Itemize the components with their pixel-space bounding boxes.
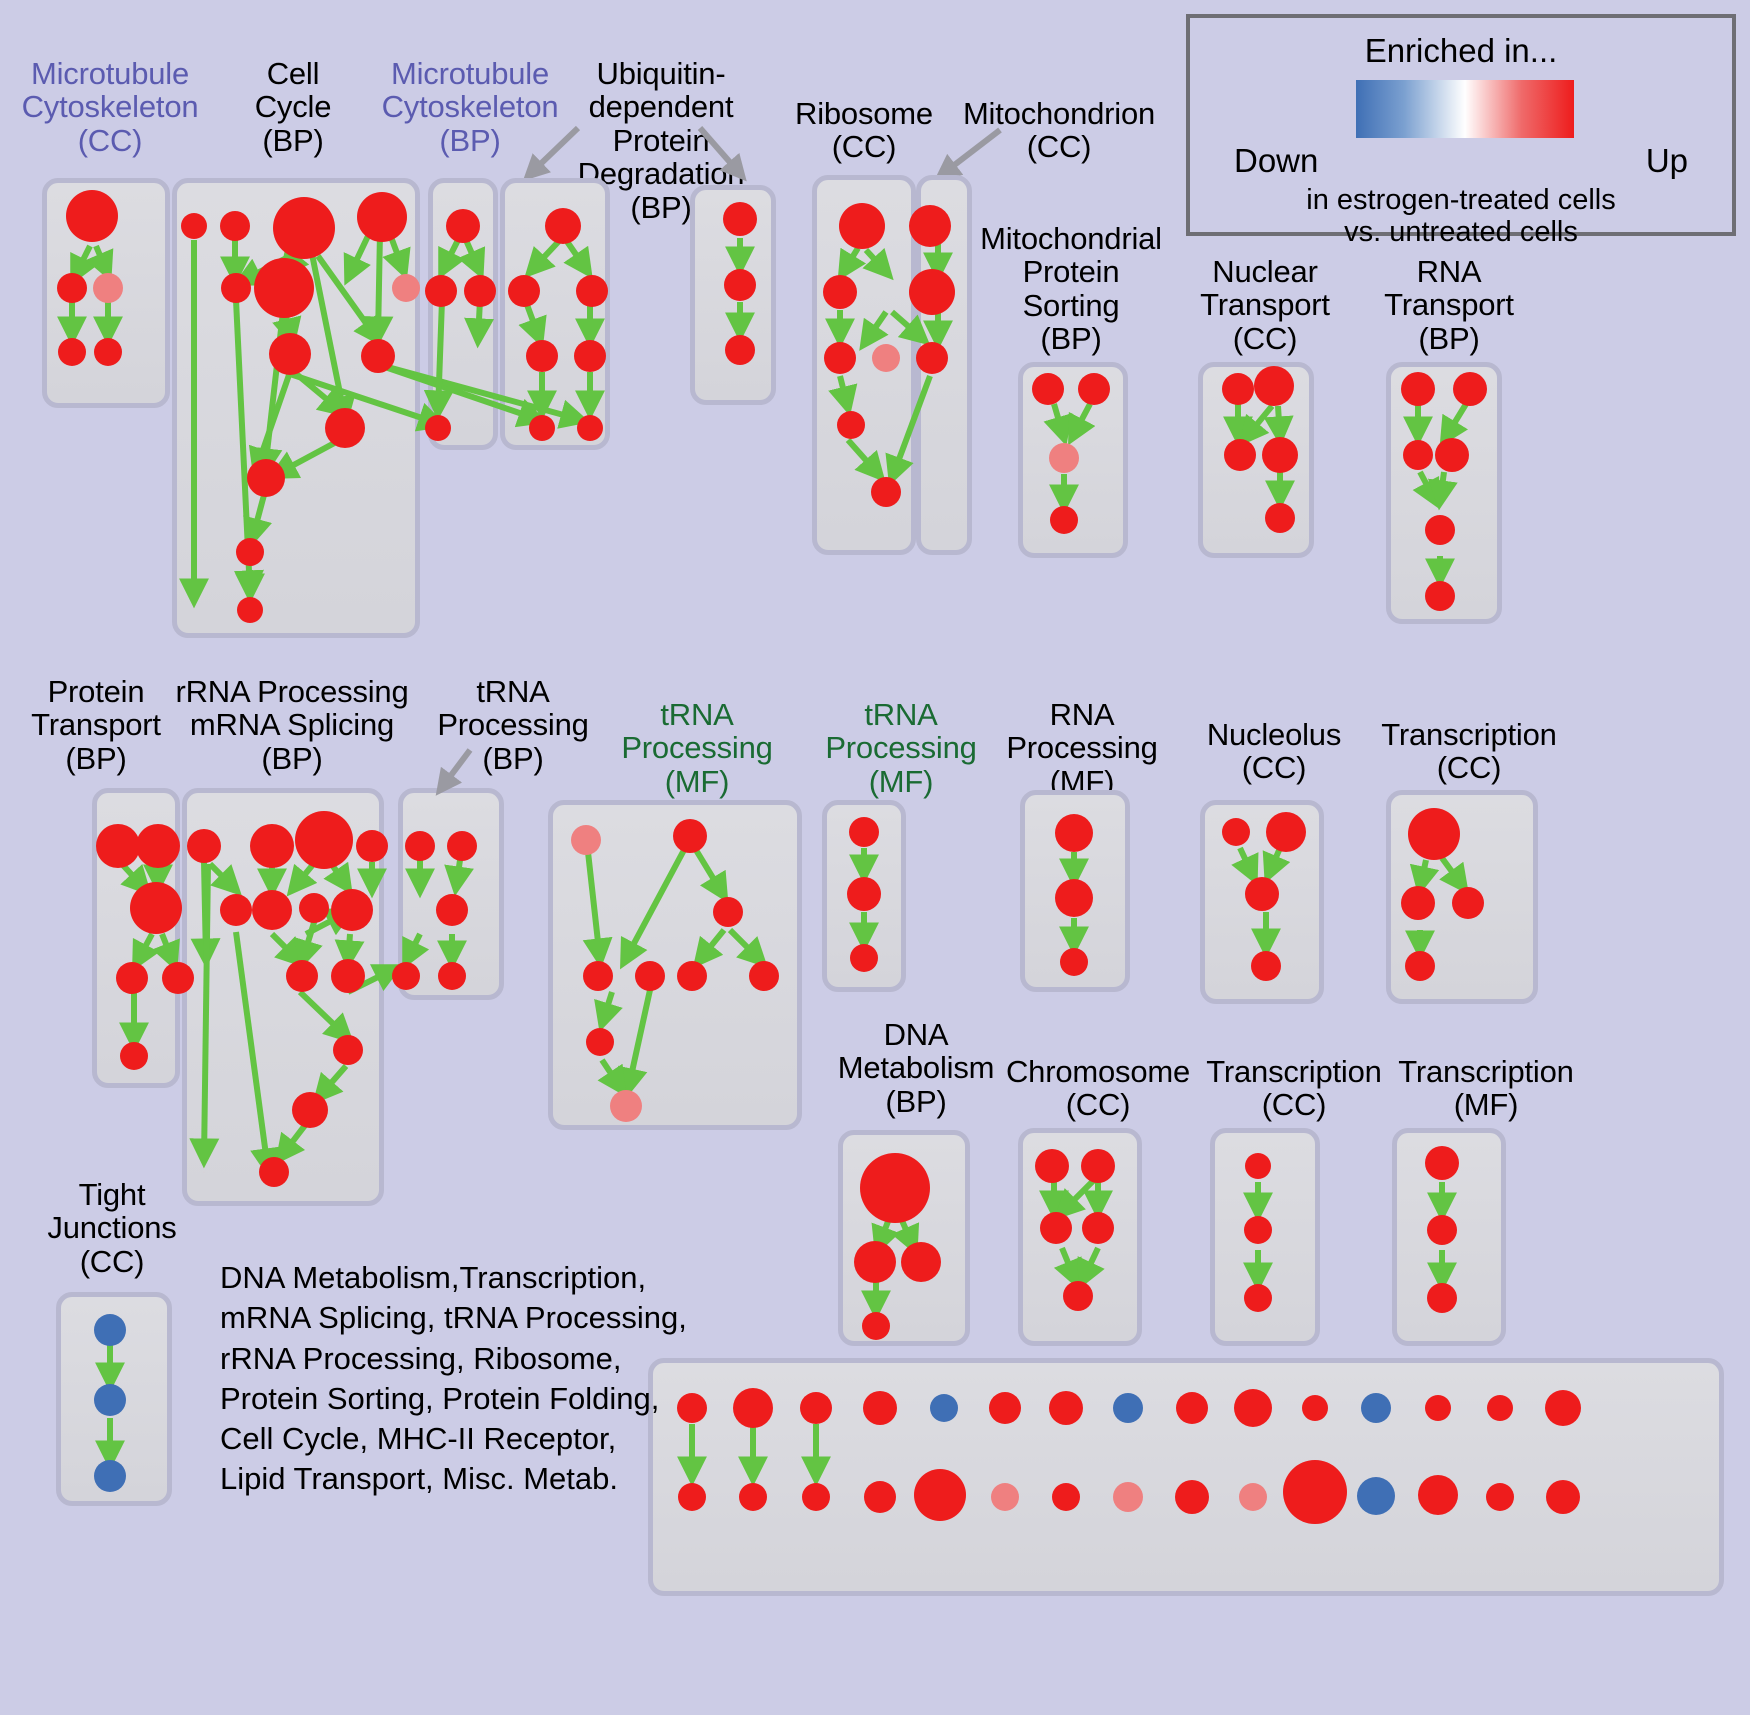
module-label-dna-metabolism-bp: DNA Metabolism (BP) — [837, 1017, 995, 1119]
network-row2 — [96, 748, 1484, 1187]
module-label-transcription-cc: Transcription (CC) — [1206, 1054, 1382, 1123]
misc-module-text-block: DNA Metabolism,Transcription, mRNA Splic… — [220, 1260, 687, 1497]
module-label-trna-processing-bp: tRNA Processing (BP) — [437, 674, 589, 776]
module-label-rna-transport-bp: RNA Transport (BP) — [1384, 254, 1514, 356]
module-label-transcription-mf: Transcription (MF) — [1398, 1054, 1574, 1123]
module-label-microtubule-cytoskeleton-bp: Microtubule Cytoskeleton (BP) — [381, 56, 559, 158]
module-label-ribosome-cc: Ribosome (CC) — [795, 96, 933, 165]
module-label-transcription-cc-top: Transcription (CC) — [1381, 717, 1557, 786]
module-label-mitochondrial-protein-sorting-bp: Mitochondrial Protein Sorting (BP) — [980, 221, 1162, 357]
legend-subtitle-line1: in estrogen-treated cells — [1306, 184, 1616, 216]
module-label-trna-processing-mf-1: tRNA Processing (MF) — [621, 697, 773, 799]
legend-box: Enriched in... Down Up in estrogen-treat… — [1186, 14, 1736, 248]
network-row1 — [57, 190, 1487, 623]
module-label-trna-processing-mf-2: tRNA Processing (MF) — [825, 697, 977, 799]
module-label-chromosome-cc: Chromosome (CC) — [1005, 1054, 1191, 1123]
legend-up-label: Up — [1645, 142, 1688, 179]
module-label-protein-transport-bp: Protein Transport (BP) — [31, 674, 161, 776]
module-label-mitochondrion-cc: Mitochondrion (CC) — [962, 96, 1156, 165]
module-label-microtubule-cytoskeleton-cc: Microtubule Cytoskeleton (CC) — [21, 56, 199, 158]
legend-title: Enriched in... — [1364, 32, 1558, 69]
legend-subtitle-line2: vs. untreated cells — [1344, 216, 1578, 248]
module-label-nucleolus-cc: Nucleolus (CC) — [1206, 717, 1342, 786]
callout-arrows-row1 — [522, 125, 1002, 182]
module-label-rrna-mrna-bp: rRNA Processing mRNA Splicing (BP) — [175, 674, 409, 776]
module-label-cell-cycle-bp: Cell Cycle (BP) — [254, 56, 332, 158]
module-label-tight-junctions-cc: Tight Junctions (CC) — [47, 1177, 177, 1279]
module-label-nuclear-transport-cc: Nuclear Transport (CC) — [1200, 254, 1330, 356]
legend-down-label: Down — [1234, 142, 1319, 179]
legend-gradient-bar — [1356, 80, 1574, 138]
